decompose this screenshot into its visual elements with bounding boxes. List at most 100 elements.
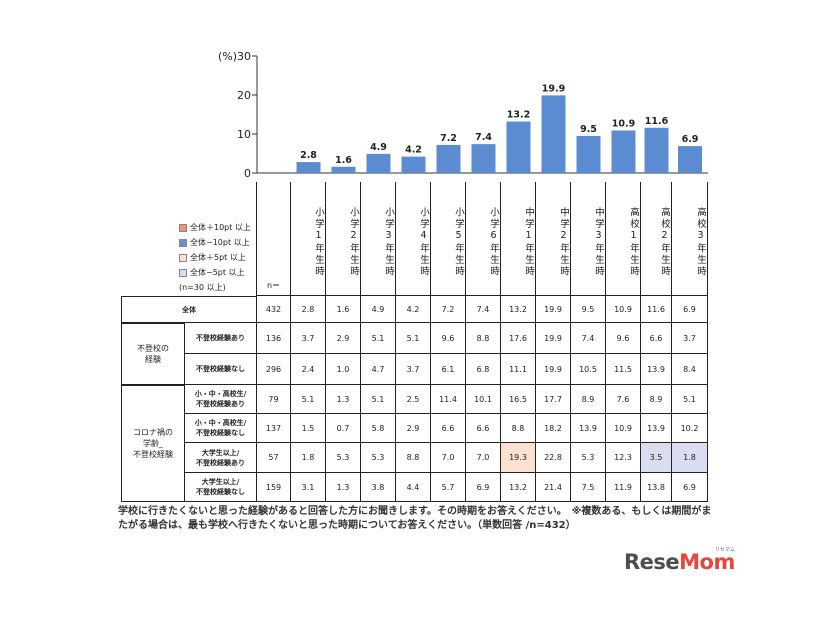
logo-small-text: リセマム xyxy=(714,547,735,553)
data-cell: 19.9 xyxy=(536,296,571,323)
bar xyxy=(506,121,531,173)
data-cell: 11.4 xyxy=(431,385,466,414)
logo-text-1: Rese xyxy=(624,550,680,574)
row-group-label: 不登校の 経験 xyxy=(121,323,184,385)
data-cell: 6.9 xyxy=(466,473,501,502)
data-cell: 4.4 xyxy=(396,473,431,502)
data-cell: 8.4 xyxy=(672,354,708,385)
resemom-logo: ReseMom リセマム xyxy=(624,547,735,574)
data-cell: 11.9 xyxy=(606,473,641,502)
bar xyxy=(471,144,496,173)
data-cell: 17.6 xyxy=(501,323,536,354)
data-cell: 7.6 xyxy=(606,385,641,414)
column-header: 小学2年生時 xyxy=(326,182,361,296)
n-cell: 57 xyxy=(256,443,291,473)
data-cell: 5.3 xyxy=(361,443,396,473)
bar-value-label: 7.2 xyxy=(440,133,457,144)
legend-label: 全体−5pt 以上 xyxy=(190,268,245,277)
data-cell: 11.5 xyxy=(606,354,641,385)
data-cell: 10.5 xyxy=(571,354,606,385)
data-cell: 6.6 xyxy=(466,414,501,443)
row-label: 不登校経験あり xyxy=(184,323,256,354)
data-cell: 13.9 xyxy=(641,354,672,385)
data-cell: 7.2 xyxy=(431,296,466,323)
column-header: 小学4年生時 xyxy=(396,182,431,296)
data-cell: 17.7 xyxy=(536,385,571,414)
y-tick-label: 20 xyxy=(237,89,251,102)
data-cell: 5.3 xyxy=(571,443,606,473)
data-cell: 4.2 xyxy=(396,296,431,323)
column-header: 高校3年生時 xyxy=(672,182,708,296)
data-cell: 1.0 xyxy=(326,354,361,385)
data-cell: 8.9 xyxy=(641,385,672,414)
bar-value-label: 11.6 xyxy=(645,116,669,127)
data-cell: 21.4 xyxy=(536,473,571,502)
bar xyxy=(331,166,356,173)
data-cell: 7.4 xyxy=(571,323,606,354)
data-cell: 3.7 xyxy=(291,323,326,354)
row-label: 大学生以上/ 不登校経験あり xyxy=(184,443,256,473)
data-cell: 3.5 xyxy=(641,443,672,473)
y-tick-label: (%)30 xyxy=(218,50,251,63)
column-header: 高校2年生時 xyxy=(641,182,672,296)
legend-label: (n=30 以上) xyxy=(179,283,226,292)
bar xyxy=(678,146,702,173)
data-cell: 18.2 xyxy=(536,414,571,443)
data-cell: 7.4 xyxy=(466,296,501,323)
n-header: n＝ xyxy=(256,182,291,296)
column-header: 小学6年生時 xyxy=(466,182,501,296)
legend-item: 全体−5pt 以上 xyxy=(179,265,251,280)
data-cell: 2.4 xyxy=(291,354,326,385)
column-header: 中学2年生時 xyxy=(536,182,571,296)
bar-value-label: 4.9 xyxy=(370,142,387,153)
y-tick-label: 10 xyxy=(237,128,251,141)
data-cell: 5.3 xyxy=(326,443,361,473)
data-cell: 8.8 xyxy=(396,443,431,473)
data-cell: 1.6 xyxy=(326,296,361,323)
data-cell: 3.7 xyxy=(396,354,431,385)
legend-item: (n=30 以上) xyxy=(179,280,251,295)
data-cell: 13.9 xyxy=(641,414,672,443)
n-cell: 137 xyxy=(256,414,291,443)
data-cell: 10.9 xyxy=(606,296,641,323)
column-header: 小学5年生時 xyxy=(431,182,466,296)
data-cell: 13.9 xyxy=(571,414,606,443)
y-tick-label: 0 xyxy=(244,167,251,180)
data-cell: 5.7 xyxy=(431,473,466,502)
data-cell: 9.6 xyxy=(431,323,466,354)
legend-label: 全体＋5pt 以上 xyxy=(190,253,246,262)
n-cell: 432 xyxy=(256,296,291,323)
data-cell: 13.2 xyxy=(501,296,536,323)
data-cell: 5.1 xyxy=(361,385,396,414)
data-cell: 3.1 xyxy=(291,473,326,502)
data-cell: 19.9 xyxy=(536,354,571,385)
data-cell: 4.7 xyxy=(361,354,396,385)
data-cell: 19.3 xyxy=(501,443,536,473)
legend-swatch xyxy=(179,223,187,232)
row-label: 小・中・高校生/ 不登校経験あり xyxy=(184,385,256,414)
bar xyxy=(576,135,601,173)
legend-swatch xyxy=(179,268,187,277)
data-cell: 11.6 xyxy=(641,296,672,323)
n-cell: 159 xyxy=(256,473,291,502)
bar-value-label: 10.9 xyxy=(612,118,635,129)
row-label: 小・中・高校生/ 不登校経験なし xyxy=(184,414,256,443)
data-cell: 4.9 xyxy=(361,296,396,323)
data-cell: 0.7 xyxy=(326,414,361,443)
n-cell: 136 xyxy=(256,323,291,354)
bar-value-label: 2.8 xyxy=(300,150,317,161)
data-cell: 10.2 xyxy=(672,414,708,443)
data-cell: 3.8 xyxy=(361,473,396,502)
row-group-label: コロナ禍の 学齢_ 不登校経験 xyxy=(121,385,184,502)
bar xyxy=(401,156,426,173)
data-cell: 7.5 xyxy=(571,473,606,502)
data-cell: 5.1 xyxy=(361,323,396,354)
bar xyxy=(611,130,636,173)
column-header: 中学1年生時 xyxy=(501,182,536,296)
data-cell: 6.1 xyxy=(431,354,466,385)
legend-label: 全体＋10pt 以上 xyxy=(190,223,251,232)
bar xyxy=(541,95,566,173)
n-cell: 296 xyxy=(256,354,291,385)
bar-value-label: 1.6 xyxy=(335,155,352,166)
data-cell: 6.9 xyxy=(672,296,708,323)
